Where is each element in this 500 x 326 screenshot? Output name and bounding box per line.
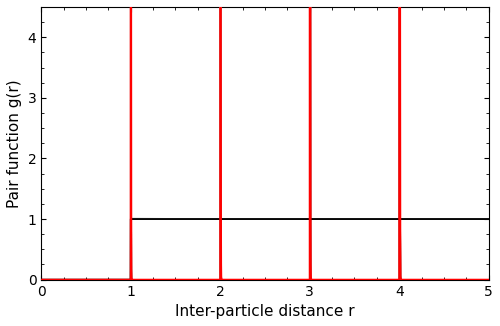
Y-axis label: Pair function g(r): Pair function g(r) — [7, 79, 22, 208]
X-axis label: Inter-particle distance r: Inter-particle distance r — [175, 304, 355, 319]
